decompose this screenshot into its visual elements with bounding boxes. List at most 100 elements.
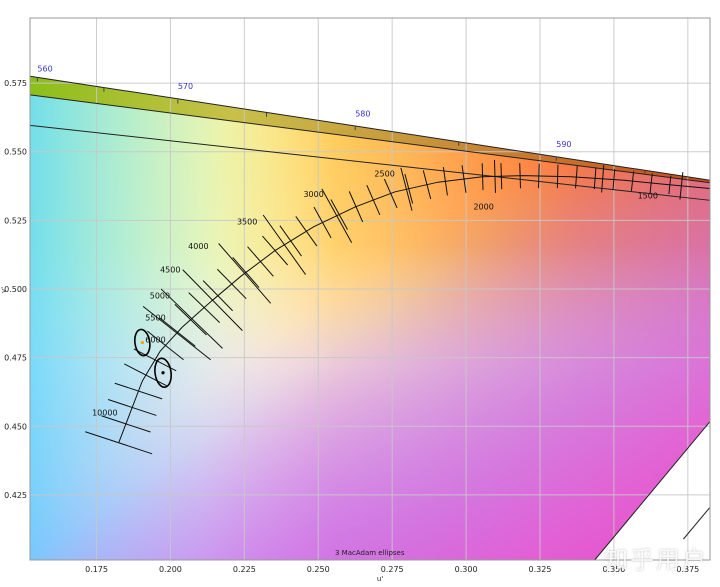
isotherm-minor-10 bbox=[216, 268, 247, 300]
isotherm-minor-26 bbox=[500, 163, 503, 190]
macadam-ellipses bbox=[134, 328, 173, 388]
isotherm-minor-17 bbox=[330, 199, 348, 230]
isotherm-minor-18 bbox=[348, 191, 364, 223]
isotherm-minor-21 bbox=[404, 173, 414, 204]
isotherm-line-5000 bbox=[182, 269, 243, 331]
isotherm-line-2500 bbox=[493, 159, 496, 193]
isotherm-label-5500: 5500 bbox=[145, 314, 165, 323]
macadam-ellipse-1 bbox=[154, 357, 173, 388]
y-tick-label-4: 0.525 bbox=[4, 216, 27, 225]
isotherm-line-3000 bbox=[400, 167, 413, 211]
macadam-center-1 bbox=[161, 371, 165, 375]
isotherm-minor-25 bbox=[481, 163, 484, 191]
isotherm-lines bbox=[85, 159, 684, 455]
x-tick-label-4: 0.275 bbox=[381, 565, 404, 574]
x-tick-label-7: 0.350 bbox=[602, 565, 625, 574]
isotherm-minor-27 bbox=[519, 163, 522, 189]
isotherm-minor-7 bbox=[174, 304, 207, 336]
boundary-line-1 bbox=[29, 94, 711, 184]
boundary-lines bbox=[29, 75, 711, 561]
isotherm-minor-12 bbox=[247, 246, 274, 277]
boundary-line-2 bbox=[683, 506, 711, 540]
isotherm-minor-8 bbox=[188, 292, 221, 323]
isotherm-line-5500 bbox=[160, 288, 223, 349]
isotherm-label-4500: 4500 bbox=[160, 266, 180, 275]
y-tick-label-2: 0.475 bbox=[4, 354, 27, 363]
isotherm-label-4000: 4000 bbox=[188, 242, 208, 251]
isotherm-minor-24 bbox=[461, 165, 467, 193]
isotherm-line-3500 bbox=[321, 188, 353, 243]
y-tick-label-5: 0.550 bbox=[4, 148, 27, 157]
y-tick-label-0: 0.425 bbox=[4, 491, 27, 500]
grid-lines bbox=[30, 18, 710, 560]
plot-frame bbox=[29, 17, 711, 561]
watermark: 知乎用户 bbox=[604, 546, 708, 574]
isotherm-line-4500 bbox=[218, 243, 272, 304]
isotherm-minor-3 bbox=[124, 363, 168, 387]
isotherm-line-6000 bbox=[142, 305, 211, 361]
isotherm-minor-11 bbox=[232, 256, 260, 288]
isotherm-minor-31 bbox=[593, 167, 597, 190]
wavelength-label-2: 580 bbox=[355, 109, 370, 118]
isotherm-minor-0 bbox=[101, 415, 151, 433]
isotherm-label-3500: 3500 bbox=[237, 217, 257, 226]
isotherm-minor-16 bbox=[313, 206, 332, 239]
wavelength-markers: 560 570 580 590 bbox=[36, 64, 646, 175]
x-tick-label-8: 0.375 bbox=[676, 565, 699, 574]
macadam-ellipse-0 bbox=[134, 328, 151, 357]
y-tick-label-1: 0.450 bbox=[4, 422, 27, 431]
isotherm-minor-19 bbox=[366, 184, 381, 216]
isotherm-line-2000 bbox=[601, 165, 605, 193]
gamut-fill-layer-4 bbox=[30, 76, 710, 560]
isotherm-minor-5 bbox=[147, 330, 184, 361]
isotherm-minor-23 bbox=[442, 167, 448, 196]
isotherm-label-2500: 2500 bbox=[374, 169, 394, 178]
isotherm-label-5000: 5000 bbox=[150, 292, 170, 301]
axes: 0.175 0.200 0.225 0.250 0.275 0.300 0.325 0.350… bbox=[0, 17, 711, 583]
spectral-locus-line bbox=[29, 75, 711, 181]
y-tick-label-3: 0.500 bbox=[4, 285, 27, 294]
isotherm-minor-22 bbox=[422, 170, 432, 200]
boundary-line-0 bbox=[29, 124, 711, 201]
isotherm-line-1500 bbox=[679, 172, 684, 200]
x-tick-label-5: 0.300 bbox=[455, 565, 478, 574]
y-tick-label-6: 0.575 bbox=[4, 79, 27, 88]
isotherm-minor-9 bbox=[202, 280, 233, 312]
wavelength-label-3: 590 bbox=[556, 140, 571, 149]
macadam-center-0 bbox=[140, 340, 144, 345]
isotherm-label-1500: 1500 bbox=[638, 191, 658, 200]
wavelength-label-1: 570 bbox=[178, 82, 193, 91]
isotherm-label-2000: 2000 bbox=[473, 202, 493, 211]
isotherm-label-6000: 6000 bbox=[145, 336, 165, 345]
y-axis-label: v' bbox=[0, 287, 8, 293]
purple-line bbox=[594, 421, 711, 561]
x-tick-label-0: 0.175 bbox=[85, 565, 108, 574]
isotherm-label-10000: 10000 bbox=[92, 408, 117, 417]
isotherm-minor-28 bbox=[538, 163, 540, 189]
isotherm-minor-32 bbox=[612, 169, 616, 191]
x-tick-label-2: 0.225 bbox=[233, 565, 256, 574]
x-tick-label-1: 0.200 bbox=[159, 565, 182, 574]
isotherm-minor-33 bbox=[630, 171, 635, 192]
isotherm-minor-29 bbox=[556, 164, 559, 189]
isotherm-line-4000 bbox=[262, 214, 306, 275]
x-tick-label-6: 0.325 bbox=[529, 565, 552, 574]
isotherm-minor-20 bbox=[383, 178, 398, 209]
isotherm-minor-34 bbox=[649, 173, 653, 193]
isotherm-minor-30 bbox=[575, 165, 578, 189]
isotherm-minor-14 bbox=[279, 225, 302, 257]
isotherm-minor-2 bbox=[114, 382, 163, 400]
isotherm-minor-35 bbox=[668, 175, 672, 194]
isotherm-minor-15 bbox=[295, 216, 318, 247]
isotherm-labels: 10000 6000 5500 5000 4500 4000 3500 3000 2500 200… bbox=[92, 169, 658, 417]
isotherm-minor-13 bbox=[262, 235, 289, 266]
isotherm-minor-6 bbox=[159, 317, 196, 347]
planckian-locus-line bbox=[118, 175, 711, 443]
x-tick-label-3: 0.250 bbox=[307, 565, 330, 574]
color-gamut-background bbox=[30, 76, 710, 560]
planckian-locus bbox=[118, 175, 711, 443]
wavelength-label-0: 560 bbox=[37, 64, 52, 73]
isotherm-minor-1 bbox=[107, 399, 157, 416]
